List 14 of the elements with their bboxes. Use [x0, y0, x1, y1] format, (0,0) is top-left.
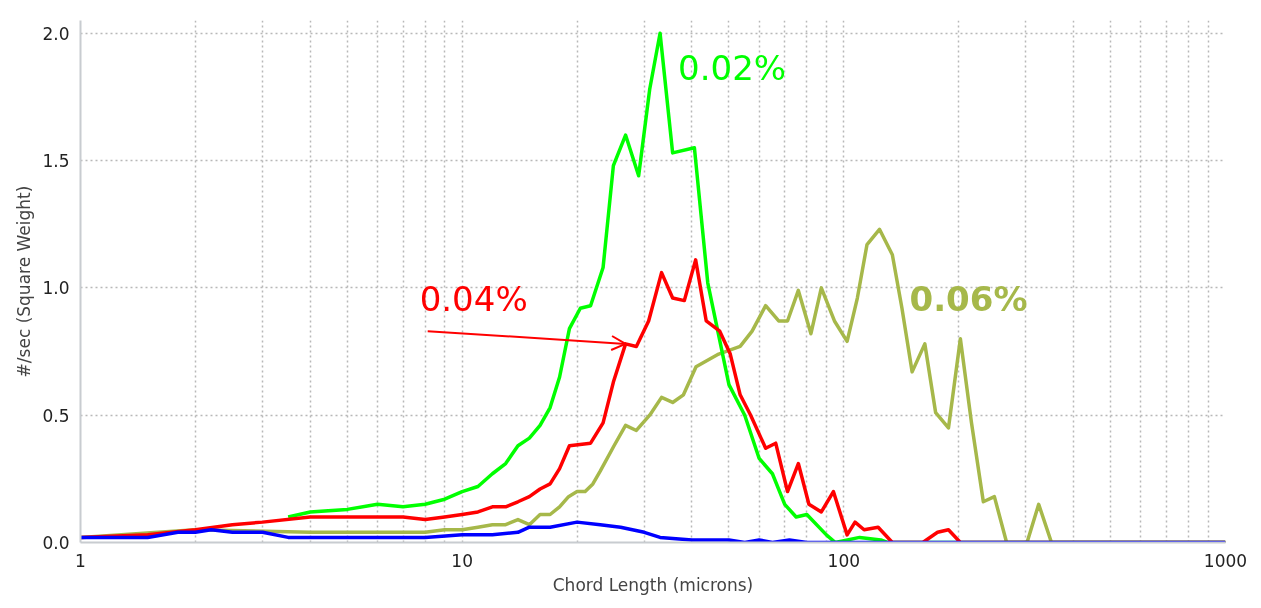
text: 0.04%: [419, 279, 528, 320]
y-tick-label: 0.5: [42, 405, 70, 426]
x-tick-label: 10: [451, 550, 473, 571]
series-label: 0.02%: [678, 48, 787, 89]
x-tick-label: 1000: [1203, 550, 1248, 571]
x-tick-label: 100: [827, 550, 861, 571]
y-tick-label: 1.0: [42, 278, 70, 299]
y-tick-label: 1.5: [42, 151, 70, 172]
y-tick-label: 2.0: [42, 23, 70, 44]
x-tick-label: 1: [75, 550, 86, 571]
series-label: 0.06%: [909, 279, 1028, 320]
y-tick-label: 0.0: [42, 533, 70, 553]
x-axis-title: Chord Length (microns): [552, 574, 754, 595]
y-axis-title: #/sec (Square Weight): [14, 185, 35, 378]
